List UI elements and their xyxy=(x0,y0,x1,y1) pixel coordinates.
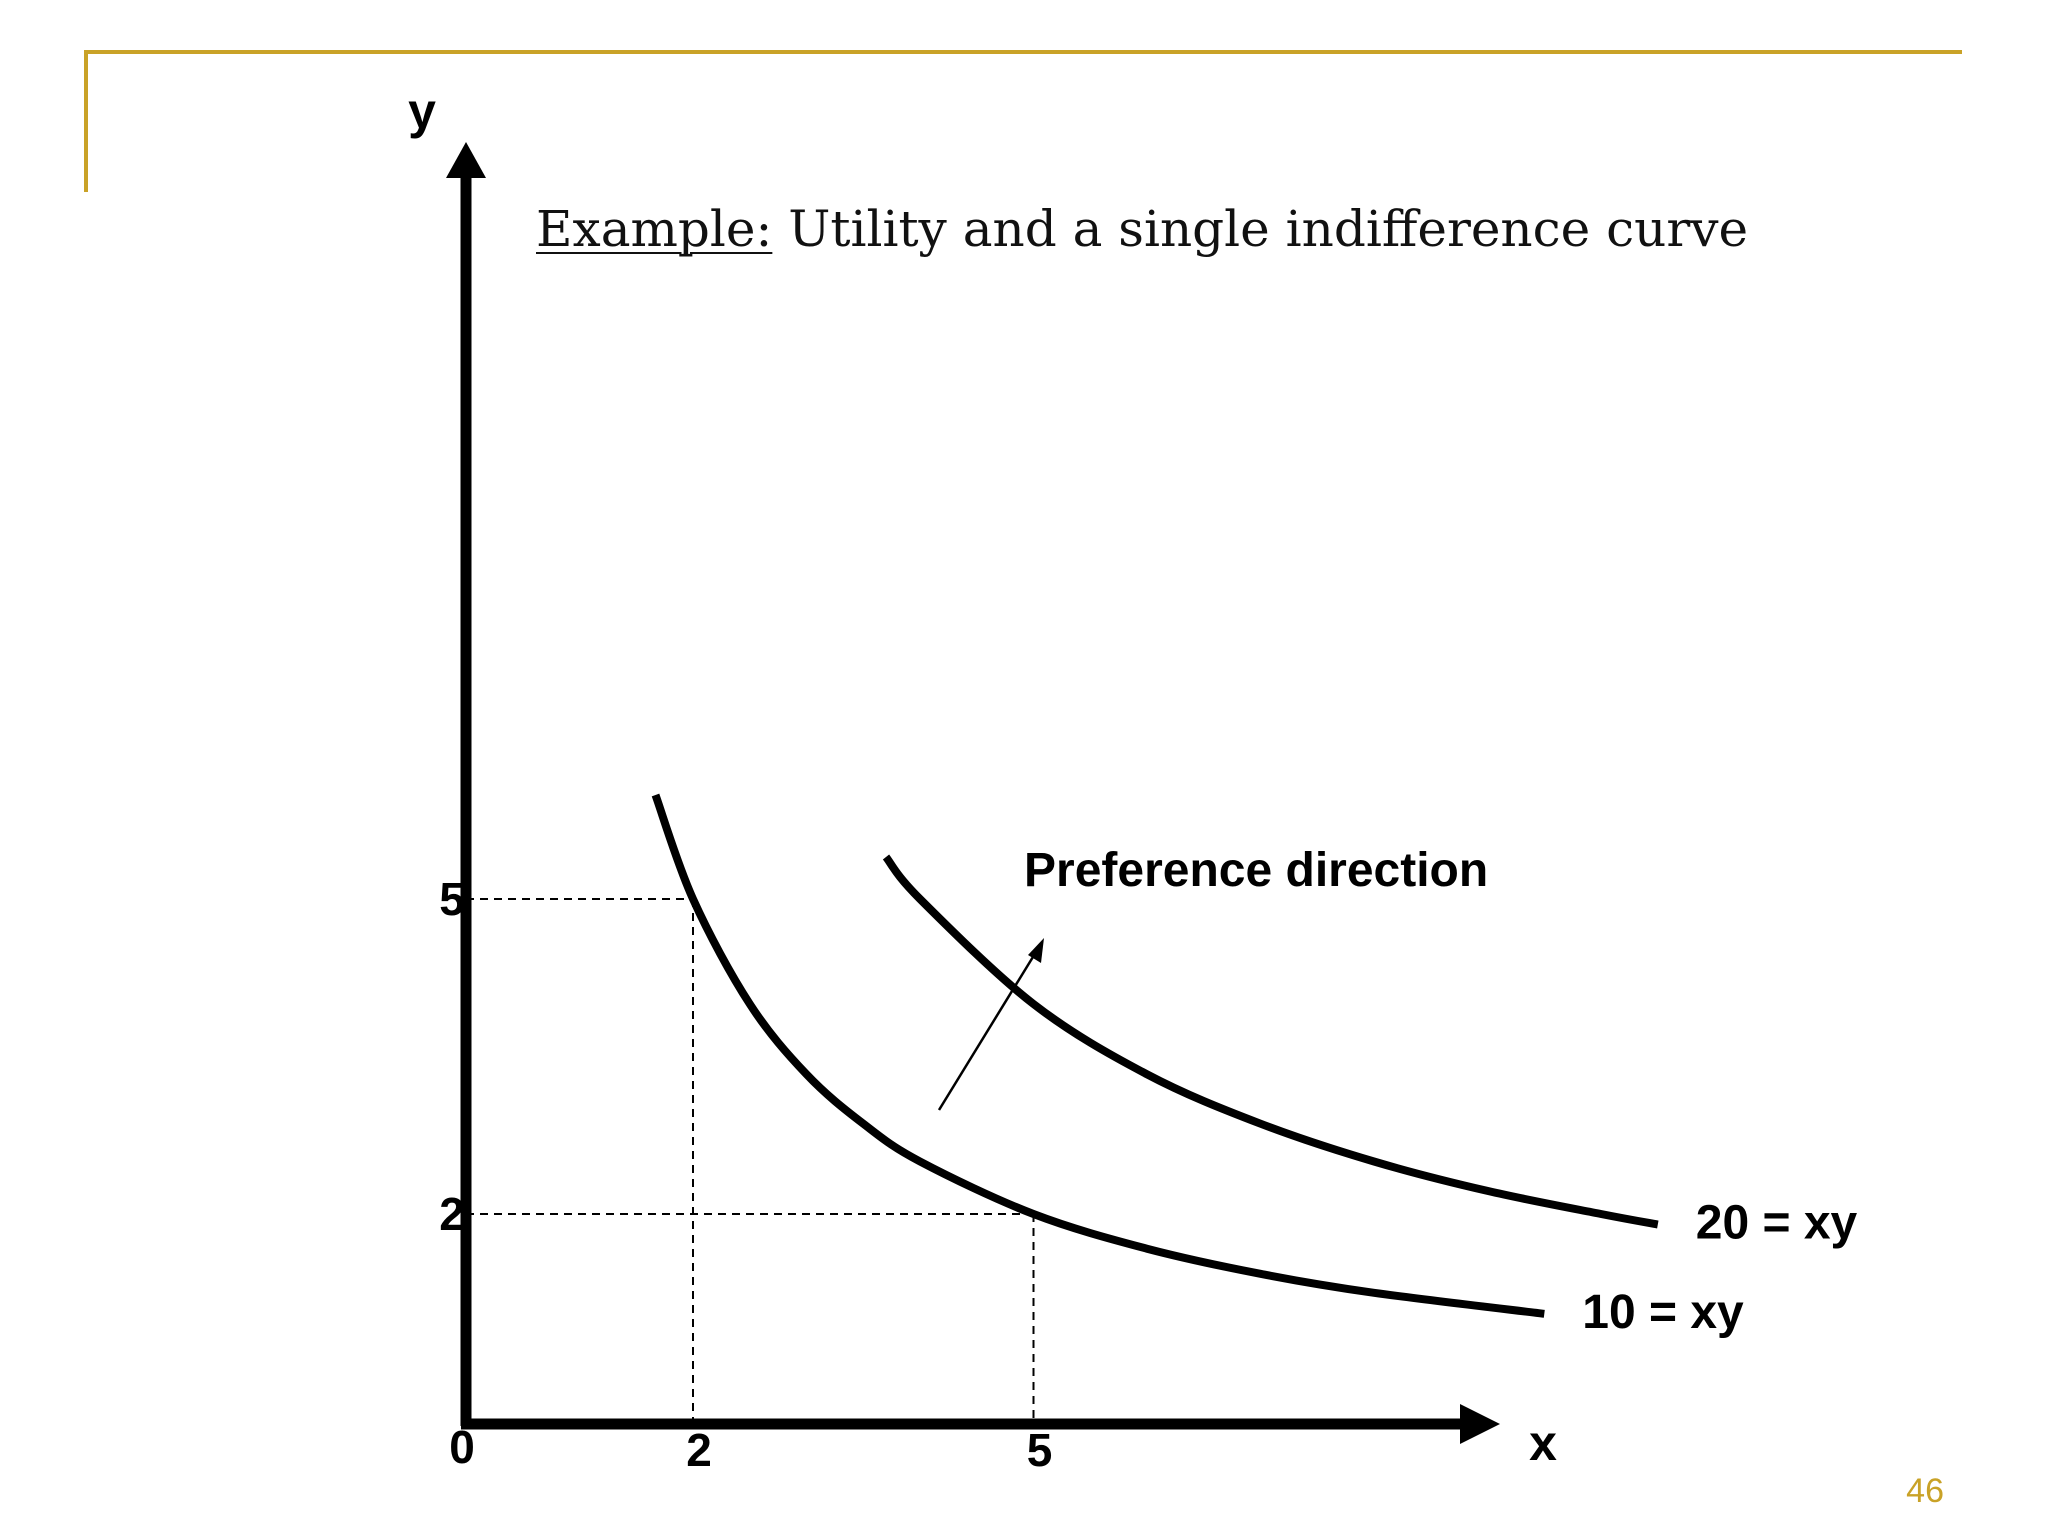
slide-title-rest: Utility and a single indifference curve xyxy=(772,200,1749,258)
y-axis-arrow xyxy=(446,142,486,178)
curve-label-1: 20 = xy xyxy=(1696,1197,1858,1250)
x-tick-label-0: 2 xyxy=(686,1424,712,1476)
tick-labels: 2 5 2 5 xyxy=(439,873,1052,1476)
reference-lines xyxy=(466,898,1035,1424)
y-tick-label-0: 2 xyxy=(439,1188,465,1240)
x-axis-label: x xyxy=(1529,1415,1557,1471)
slide-title: Example: Utility and a single indifferen… xyxy=(536,200,1748,258)
axes: y x 0 xyxy=(408,83,1557,1473)
slide-corner-frame xyxy=(84,50,1962,192)
x-axis-arrow xyxy=(1460,1404,1500,1444)
preference-direction-label: Preference direction xyxy=(1024,844,1488,897)
curve-0 xyxy=(651,793,1545,1318)
x-tick-label-1: 5 xyxy=(1027,1424,1053,1476)
y-tick-label-1: 5 xyxy=(439,873,465,925)
page-number: 46 xyxy=(1906,1472,1944,1510)
curve-label-0: 10 = xy xyxy=(1582,1286,1744,1339)
indifference-curves: 10 = xy 20 = xy xyxy=(651,793,1858,1339)
preference-arrow xyxy=(937,938,1044,1111)
curve-1 xyxy=(882,854,1659,1229)
slide-title-lead: Example: xyxy=(536,200,773,258)
origin-label: 0 xyxy=(449,1421,475,1473)
y-axis-label: y xyxy=(408,83,436,139)
